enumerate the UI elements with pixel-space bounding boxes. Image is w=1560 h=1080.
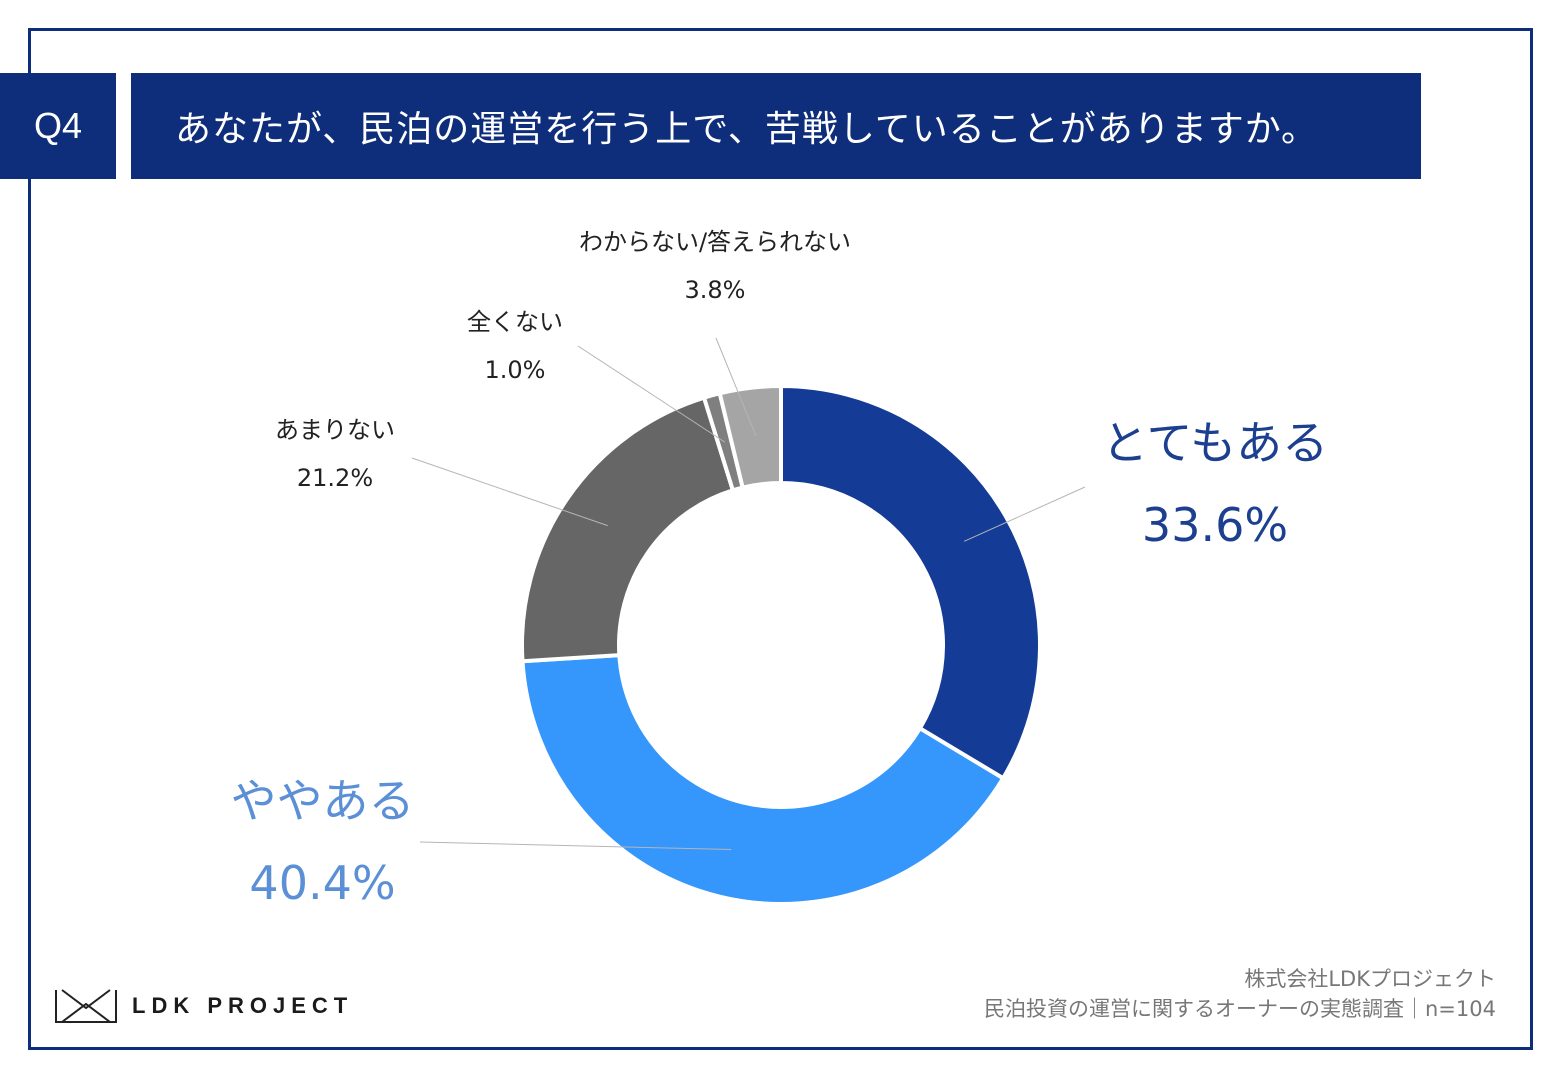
question-title: あなたが、民泊の運営を行う上で、苦戦していることがありますか。 bbox=[131, 73, 1421, 179]
source-note: 株式会社LDKプロジェクト 民泊投資の運営に関するオーナーの実態調査｜n=104 bbox=[984, 964, 1496, 1024]
label-value: 33.6% bbox=[1141, 498, 1289, 552]
source-survey: 民泊投資の運営に関するオーナーの実態調査｜n=104 bbox=[984, 997, 1496, 1021]
leader-line-1 bbox=[419, 841, 732, 851]
slice-1 bbox=[520, 653, 1006, 906]
leader-line-3 bbox=[577, 345, 726, 443]
ldk-logo: LDK PROJECT bbox=[54, 988, 353, 1024]
label-value: 3.8% bbox=[684, 276, 746, 304]
question-number: Q4 bbox=[0, 73, 116, 179]
label-value: 21.2% bbox=[296, 464, 374, 492]
label-mattaku-nai: 全くない 1.0% bbox=[445, 298, 585, 394]
label-value: 1.0% bbox=[484, 356, 546, 384]
label-name: とてもある bbox=[1101, 416, 1329, 470]
source-company: 株式会社LDKプロジェクト bbox=[1244, 967, 1496, 991]
donut-slices bbox=[520, 383, 1042, 906]
label-amari-nai: あまりない 21.2% bbox=[255, 406, 415, 502]
leader-line-2 bbox=[411, 457, 608, 527]
ldk-logo-icon bbox=[55, 989, 117, 1023]
leader-line-0 bbox=[963, 486, 1086, 542]
label-totemo-aru: とてもある 33.6% bbox=[1085, 402, 1345, 566]
leader-line-4 bbox=[715, 337, 757, 437]
slide-frame bbox=[28, 28, 1533, 1050]
leader-lines bbox=[411, 337, 1086, 851]
slice-4 bbox=[717, 383, 783, 491]
slice-2 bbox=[520, 395, 736, 664]
label-name: ややある bbox=[230, 774, 415, 828]
label-yaya-aru: ややある 40.4% bbox=[210, 760, 435, 924]
label-name: あまりない bbox=[275, 416, 395, 444]
label-wakaranai: わからない/答えられない 3.8% bbox=[545, 218, 885, 314]
label-value: 40.4% bbox=[249, 856, 396, 910]
label-name: 全くない bbox=[467, 308, 563, 336]
logo-text: LDK PROJECT bbox=[132, 993, 354, 1018]
slice-0 bbox=[779, 383, 1042, 781]
label-name: わからない/答えられない bbox=[578, 228, 852, 256]
